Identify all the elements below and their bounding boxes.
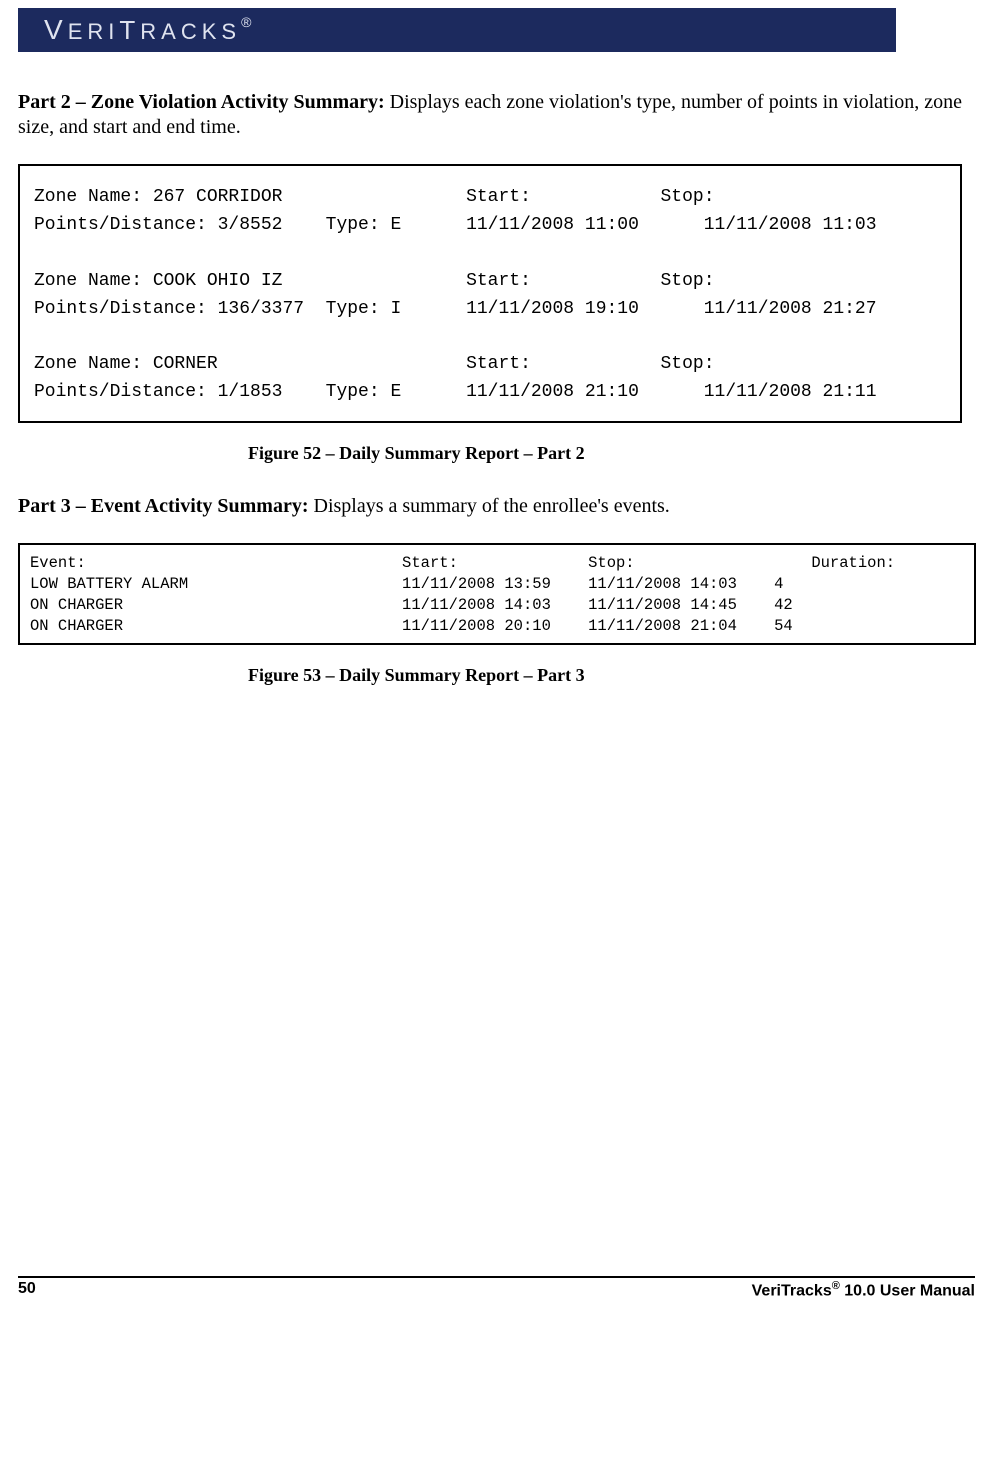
part3-title: Part 3 – Event Activity Summary:	[18, 495, 309, 517]
part2-title: Part 2 – Zone Violation Activity Summary…	[18, 91, 385, 113]
page-number: 50	[18, 1280, 36, 1300]
zone-violation-box: Zone Name: 267 CORRIDOR Start: Stop: Poi…	[18, 164, 962, 423]
figure53-caption: Figure 53 – Daily Summary Report – Part …	[248, 665, 975, 686]
header-bar: VERITRACKS®	[18, 8, 896, 52]
event-activity-box: Event: Start: Stop: Duration: LOW BATTER…	[18, 543, 976, 645]
footer-product: VeriTracks® 10.0 User Manual	[752, 1280, 975, 1300]
part3-paragraph: Part 3 – Event Activity Summary: Display…	[18, 494, 968, 519]
brand-logo: VERITRACKS®	[44, 14, 251, 46]
page-footer: 50 VeriTracks® 10.0 User Manual	[0, 1278, 993, 1312]
figure52-caption: Figure 52 – Daily Summary Report – Part …	[248, 443, 975, 464]
part3-desc: Displays a summary of the enrollee's eve…	[309, 495, 670, 517]
part2-paragraph: Part 2 – Zone Violation Activity Summary…	[18, 90, 968, 140]
